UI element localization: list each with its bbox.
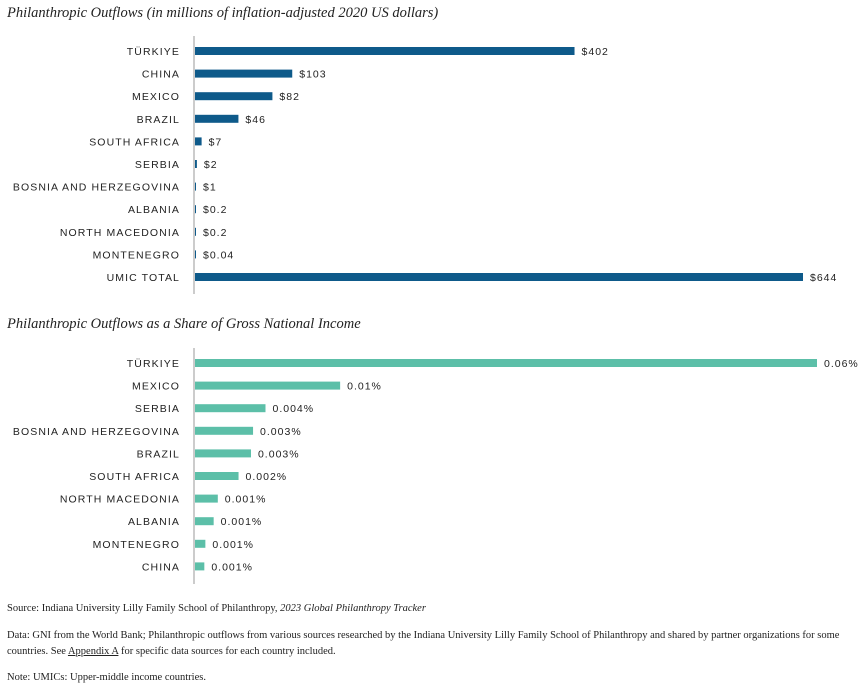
category-label: ALBANIA — [128, 516, 180, 528]
data-note: Data: GNI from the World Bank; Philanthr… — [7, 628, 863, 659]
source-note: Source: Indiana University Lilly Family … — [7, 601, 863, 617]
category-label: SOUTH AFRICA — [89, 471, 180, 483]
category-label: TÜRKIYE — [127, 46, 180, 58]
data-suffix: for specific data sources for each count… — [118, 645, 336, 657]
data-label: $46 — [245, 114, 266, 126]
category-label: BRAZIL — [137, 114, 180, 126]
bar — [195, 494, 218, 503]
bar — [195, 449, 251, 458]
data-label: $0.04 — [203, 249, 234, 261]
bar — [195, 539, 206, 548]
source-title: 2023 Global Philanthropy Tracker — [280, 603, 426, 614]
category-label: NORTH MACEDONIA — [60, 494, 180, 506]
category-label: BOSNIA AND HERZEGOVINA — [13, 426, 180, 438]
bar — [195, 69, 293, 78]
outflows-bar-chart: TÜRKIYE $402 CHINA $103 MEXICO $82 BRAZIL $46 SO… — [13, 36, 837, 294]
source-prefix: Source: Indiana University Lilly Family … — [7, 603, 281, 614]
data-label: 0.003% — [258, 448, 300, 460]
category-label: TÜRKIYE — [127, 358, 180, 370]
category-label: BRAZIL — [137, 448, 180, 460]
data-label: $82 — [279, 91, 300, 103]
bar — [195, 205, 196, 214]
category-label: BOSNIA AND HERZEGOVINA — [13, 182, 180, 194]
bar — [195, 359, 817, 367]
data-label: 0.003% — [260, 426, 302, 438]
bar — [195, 227, 196, 236]
appendix-link[interactable]: Appendix A — [67, 645, 119, 657]
data-label: $644 — [810, 272, 837, 284]
bar — [195, 472, 239, 480]
bar — [195, 273, 803, 281]
umic-note: Note: UMICs: Upper-middle income countri… — [7, 672, 206, 683]
bar — [195, 114, 239, 123]
bar — [195, 250, 196, 259]
bar — [195, 517, 214, 526]
category-label: CHINA — [142, 69, 180, 81]
category-label: NORTH MACEDONIA — [60, 227, 180, 239]
data-label: $402 — [582, 46, 609, 58]
category-label: MONTENEGRO — [93, 249, 180, 261]
bar — [195, 381, 341, 390]
data-label: $0.2 — [203, 227, 227, 239]
category-label: UMIC TOTAL — [107, 272, 180, 284]
data-label: 0.06% — [824, 358, 859, 370]
data-prefix: Data: GNI from the World Bank; Philanthr… — [7, 630, 840, 657]
category-label: CHINA — [142, 561, 180, 573]
data-label: $0.2 — [203, 204, 227, 216]
data-label: 0.001% — [212, 539, 254, 551]
bar — [195, 562, 205, 571]
bar — [195, 160, 197, 168]
bar — [195, 92, 273, 101]
data-label: 0.002% — [246, 471, 288, 483]
category-label: MEXICO — [132, 381, 180, 393]
category-label: SERBIA — [135, 159, 180, 171]
data-label: $2 — [204, 159, 218, 171]
data-label: 0.001% — [211, 561, 253, 573]
category-label: MEXICO — [132, 91, 180, 103]
data-label: 0.001% — [221, 516, 263, 528]
bar — [195, 404, 266, 413]
data-label: $103 — [299, 69, 326, 81]
category-label: MONTENEGRO — [93, 539, 180, 551]
data-label: 0.004% — [272, 403, 314, 415]
chart2-title: Philanthropic Outflows as a Share of Gro… — [7, 316, 361, 332]
bar — [195, 182, 196, 191]
data-label: $1 — [203, 182, 217, 194]
category-label: SOUTH AFRICA — [89, 136, 180, 148]
category-label: ALBANIA — [128, 204, 180, 216]
bar — [195, 426, 254, 435]
bar — [195, 137, 202, 146]
data-label: 0.01% — [347, 381, 382, 393]
data-label: $7 — [209, 136, 223, 148]
bar — [195, 47, 575, 55]
data-label: 0.001% — [225, 494, 267, 506]
gni-share-bar-chart: TÜRKIYE 0.06% MEXICO 0.01% SERBIA 0.004% BOSNI… — [13, 348, 859, 584]
category-label: SERBIA — [135, 403, 180, 415]
chart1-title: Philanthropic Outflows (in millions of i… — [7, 5, 439, 21]
